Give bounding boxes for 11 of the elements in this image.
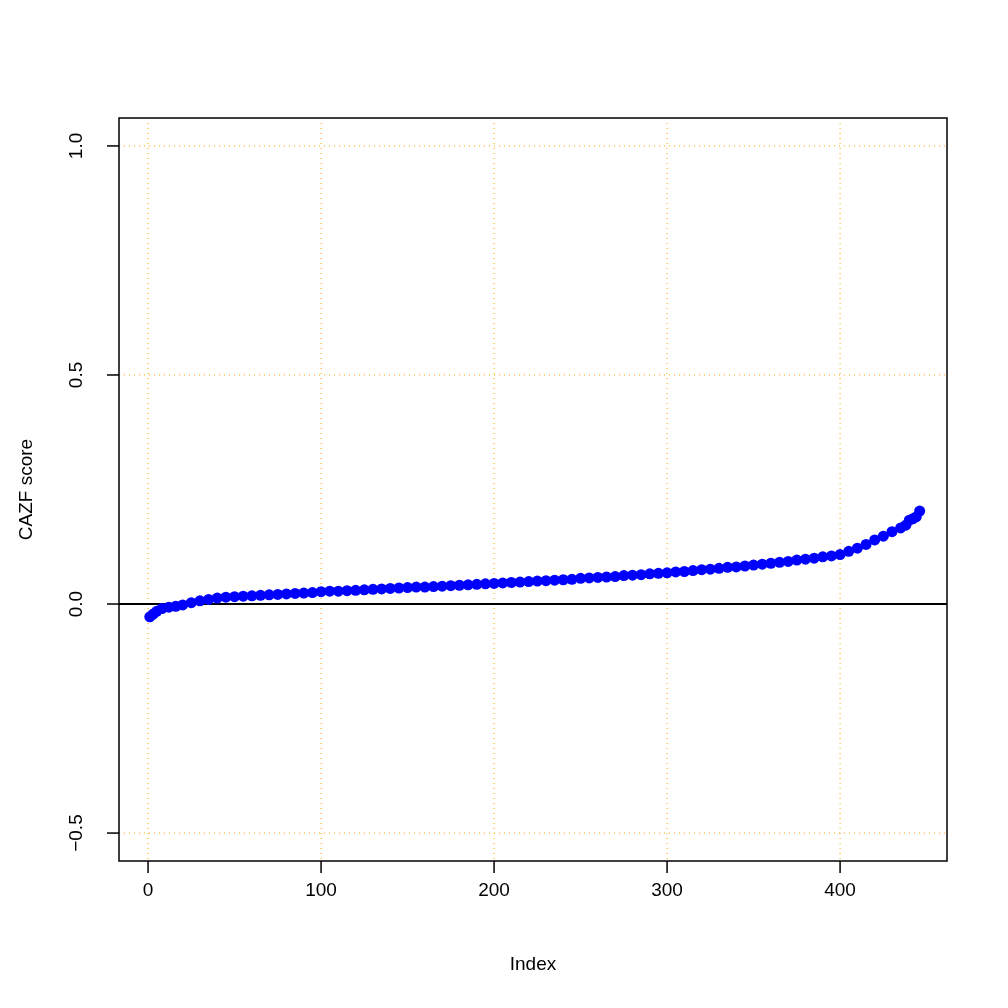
x-tick-label: 400	[824, 879, 856, 900]
y-tick-label: 1.0	[65, 132, 86, 160]
y-tick-label: 0.0	[65, 590, 86, 618]
x-tick-label: 200	[478, 879, 510, 900]
x-tick-label: 300	[651, 879, 683, 900]
x-axis-title: Index	[509, 953, 557, 974]
y-tick-label: −0.5	[65, 814, 86, 852]
y-axis-title: CAZF score	[15, 438, 36, 541]
x-tick-label: 0	[142, 879, 154, 900]
x-tick-label: 100	[305, 879, 337, 900]
y-tick-label: 0.5	[65, 361, 86, 389]
